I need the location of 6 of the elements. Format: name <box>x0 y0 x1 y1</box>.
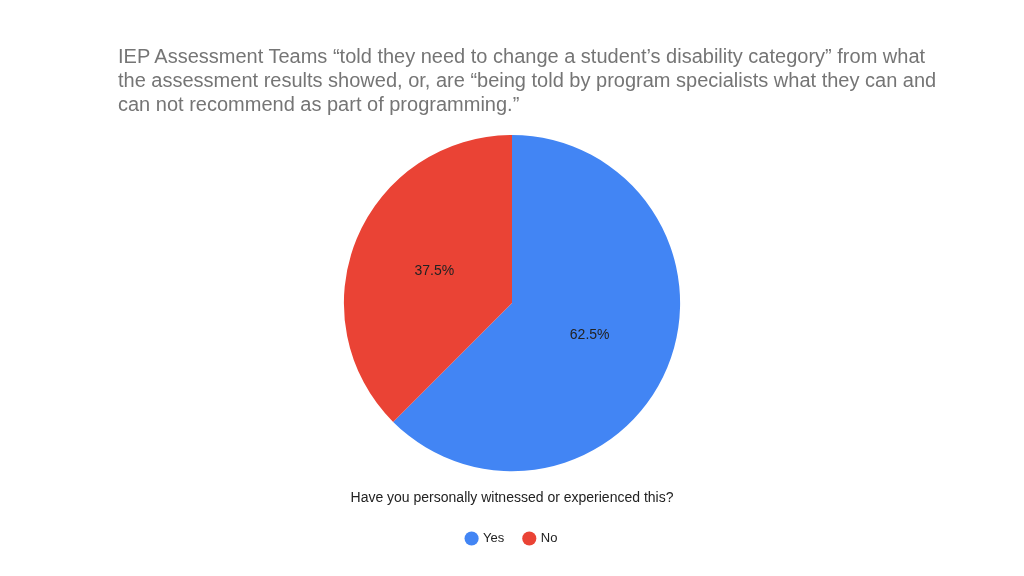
legend-title: Have you personally witnessed or experienced this? <box>350 489 674 506</box>
legend-label: No <box>540 530 558 546</box>
chart-title: IEP Assessment Teams “told they need to change a student’s disability category” from what the assessment results showed, or, are “being told by program specialists what they can and can not recommend as part of programming.” <box>118 44 938 116</box>
data-label: 37.5% <box>414 261 455 278</box>
legend-label: Yes <box>483 530 505 546</box>
data-label: 62.5% <box>569 326 610 343</box>
